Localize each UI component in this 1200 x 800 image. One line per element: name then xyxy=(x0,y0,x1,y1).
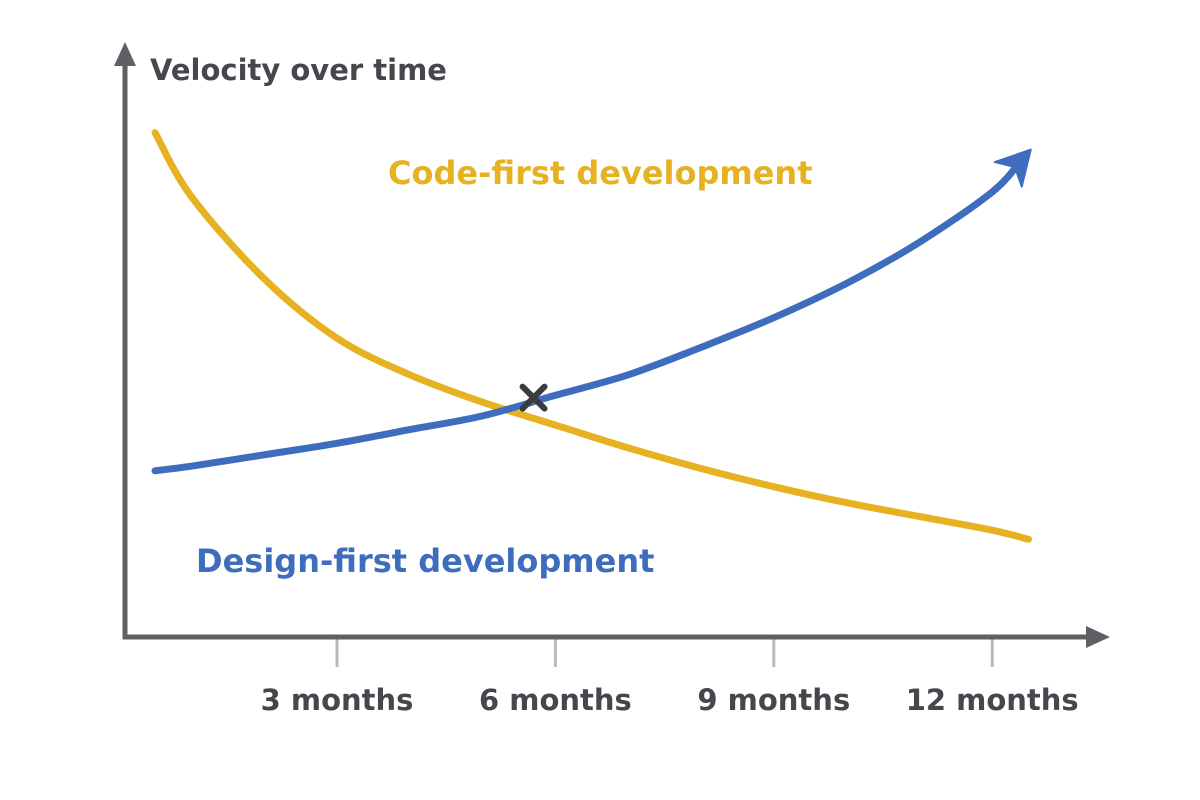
y-axis-title: Velocity over time xyxy=(150,53,447,87)
x-tick-label: 9 months xyxy=(697,683,850,717)
y-axis-arrowhead xyxy=(114,42,136,66)
intersection-marker-group xyxy=(519,383,548,412)
x-axis-arrowhead xyxy=(1086,626,1110,648)
code-first-line xyxy=(151,129,1033,543)
design-first-label: Design-first development xyxy=(196,542,654,580)
intersection-x-icon xyxy=(519,383,548,412)
design-first-arrowhead xyxy=(993,148,1032,188)
x-tick-label: 12 months xyxy=(906,683,1079,717)
x-tick-label: 6 months xyxy=(479,683,632,717)
x-tick-marks xyxy=(335,639,994,667)
design-first-line xyxy=(151,156,1025,475)
code-first-label: Code-first development xyxy=(388,154,813,192)
axes xyxy=(114,42,1110,648)
series-lines xyxy=(151,129,1033,543)
x-tick-label: 3 months xyxy=(261,683,414,717)
chart-labels: Velocity over time 3 months 6 months 9 mon… xyxy=(150,53,1079,717)
